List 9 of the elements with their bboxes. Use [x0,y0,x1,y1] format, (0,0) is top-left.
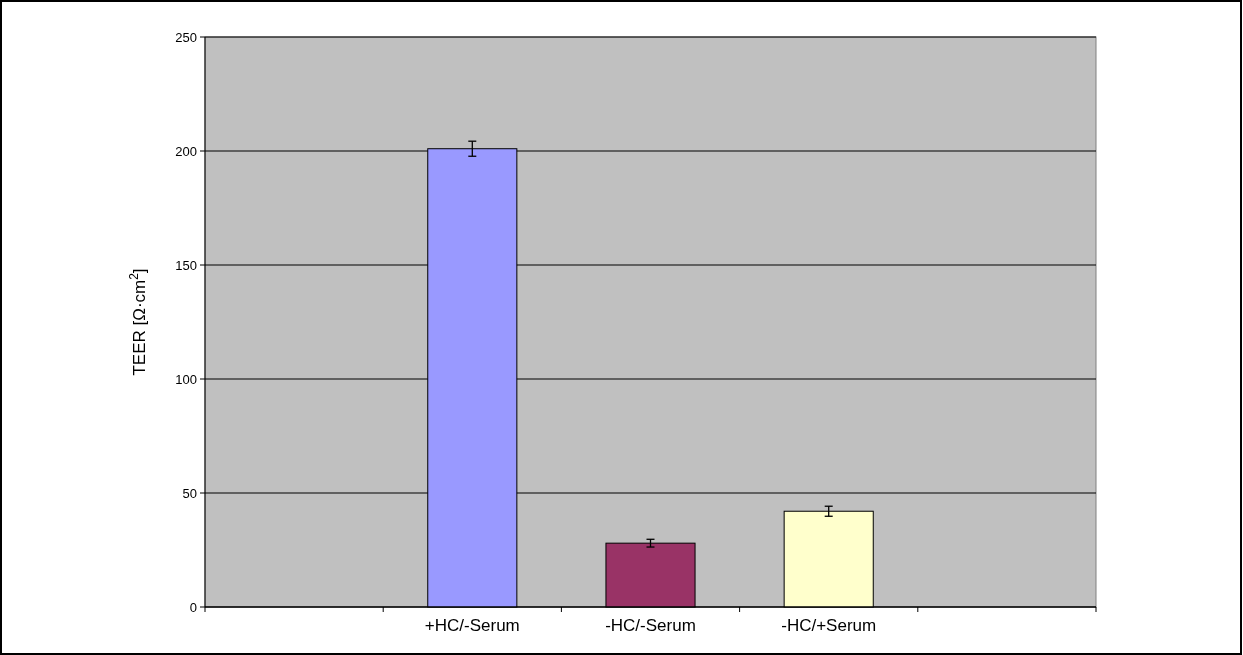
y-tick-label: 0 [189,599,197,615]
x-tick-label: +HC/-Serum [424,616,520,635]
x-tick-label: -HC/-Serum [605,616,696,635]
y-tick-label: 200 [175,143,197,159]
y-tick-label: 100 [175,371,197,387]
x-tick-label: -HC/+Serum [781,616,877,635]
y-tick-label: 50 [182,485,197,501]
y-tick-label: 250 [175,29,197,45]
y-tick-label: 150 [175,257,197,273]
